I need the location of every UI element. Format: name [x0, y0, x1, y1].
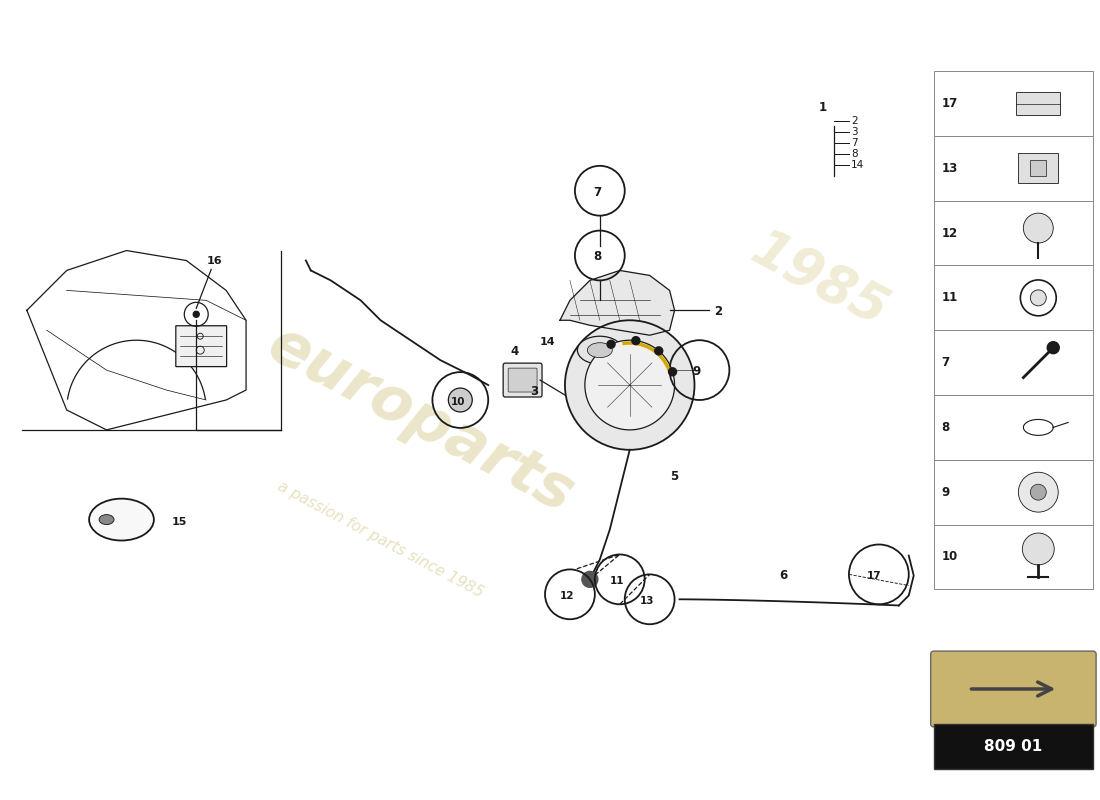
Bar [934, 525, 1093, 590]
Text: 8: 8 [851, 149, 858, 159]
Text: 10: 10 [942, 550, 958, 563]
Circle shape [449, 388, 472, 412]
Text: 2: 2 [714, 306, 723, 318]
Text: 8: 8 [593, 250, 601, 263]
Bar [934, 136, 1093, 201]
Bar [934, 724, 1093, 769]
Circle shape [631, 337, 640, 345]
Text: 14: 14 [540, 337, 556, 347]
Text: 3: 3 [530, 385, 538, 398]
Text: 12: 12 [560, 591, 574, 602]
FancyBboxPatch shape [176, 326, 227, 366]
Bar [934, 266, 1093, 330]
Circle shape [1031, 484, 1046, 500]
Text: 5: 5 [670, 470, 678, 482]
Bar [934, 330, 1093, 395]
Bar [934, 71, 1093, 136]
Text: 7: 7 [593, 186, 601, 198]
Circle shape [1023, 213, 1053, 243]
Text: 17: 17 [942, 97, 958, 110]
FancyBboxPatch shape [503, 363, 542, 397]
Text: 3: 3 [851, 127, 858, 137]
Text: 11: 11 [609, 576, 625, 586]
Text: 7: 7 [942, 356, 949, 369]
Text: 9: 9 [693, 365, 701, 378]
Circle shape [669, 368, 676, 376]
Bar [1016, 91, 1060, 115]
Text: 4: 4 [510, 345, 518, 358]
Text: 10: 10 [450, 397, 465, 407]
Circle shape [1047, 342, 1059, 354]
Text: 1985: 1985 [742, 223, 896, 338]
Circle shape [194, 311, 199, 318]
Text: 15: 15 [172, 517, 187, 526]
Circle shape [654, 347, 662, 355]
Text: 16: 16 [206, 257, 222, 266]
Text: 17: 17 [867, 571, 881, 582]
Text: 8: 8 [942, 421, 950, 434]
Bar [1019, 154, 1058, 183]
Text: 11: 11 [942, 291, 958, 304]
Circle shape [582, 571, 597, 587]
Circle shape [1022, 533, 1054, 565]
Text: 9: 9 [942, 486, 950, 498]
Text: 12: 12 [942, 226, 958, 239]
FancyBboxPatch shape [931, 651, 1096, 727]
Text: a passion for parts since 1985: a passion for parts since 1985 [275, 478, 486, 600]
Ellipse shape [99, 514, 114, 525]
Text: 14: 14 [851, 160, 865, 170]
Text: 1: 1 [820, 101, 827, 114]
Text: 13: 13 [942, 162, 958, 175]
Text: 6: 6 [779, 570, 788, 582]
FancyBboxPatch shape [508, 368, 537, 392]
Circle shape [1031, 290, 1046, 306]
Text: 2: 2 [851, 116, 858, 126]
Circle shape [565, 320, 694, 450]
Text: europarts: europarts [257, 314, 583, 526]
Ellipse shape [578, 336, 623, 364]
Text: 809 01: 809 01 [984, 738, 1043, 754]
Polygon shape [560, 270, 674, 335]
Circle shape [607, 340, 615, 348]
Bar [934, 460, 1093, 525]
Bar [934, 395, 1093, 460]
Text: 13: 13 [640, 596, 654, 606]
Ellipse shape [89, 498, 154, 541]
Bar [1031, 160, 1046, 176]
Bar [934, 201, 1093, 266]
Circle shape [1019, 472, 1058, 512]
Circle shape [585, 340, 674, 430]
Text: 7: 7 [851, 138, 858, 148]
Ellipse shape [587, 342, 613, 358]
